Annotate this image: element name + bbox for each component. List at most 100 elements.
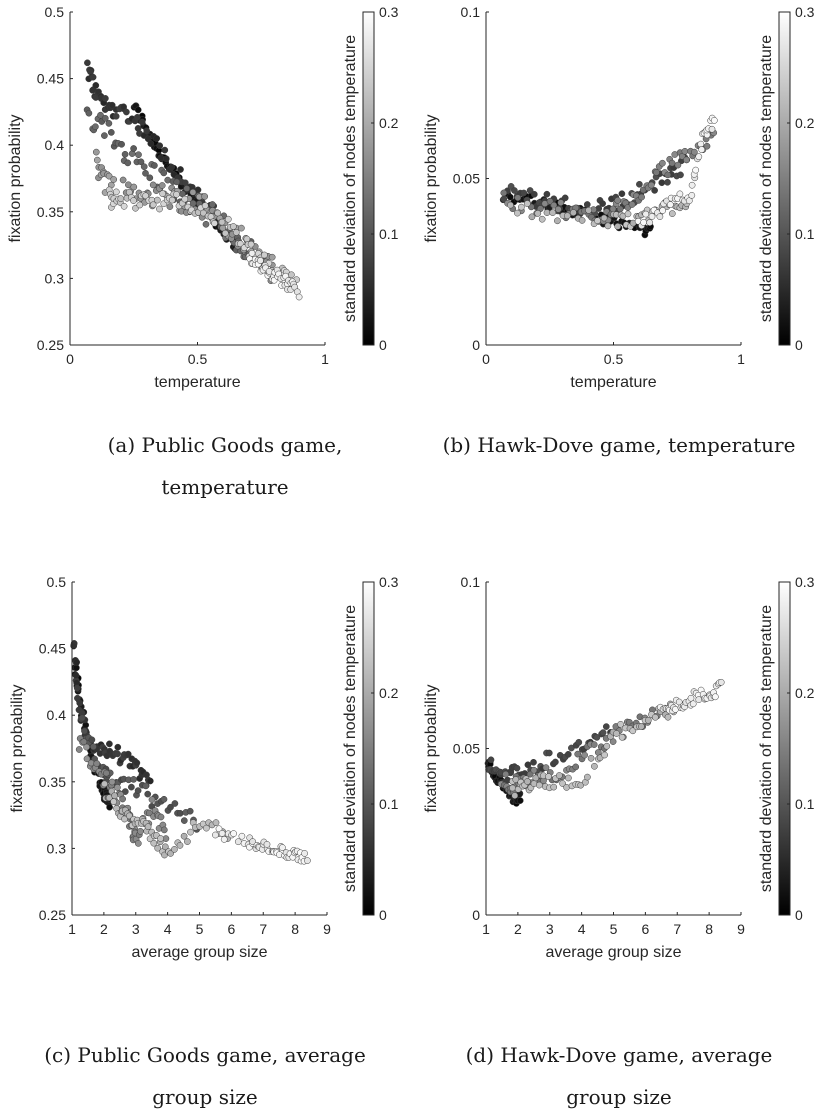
data-point: [676, 190, 684, 198]
data-point: [90, 743, 97, 751]
data-point: [159, 190, 166, 197]
data-point: [146, 174, 154, 182]
data-point: [564, 750, 572, 758]
data-point: [640, 219, 647, 226]
data-point: [261, 251, 268, 259]
data-point: [212, 831, 219, 839]
x-axis-label: temperature: [154, 374, 240, 391]
colorbar-tick-label: 0: [795, 337, 803, 353]
data-point: [107, 129, 115, 136]
x-tick-label: 9: [737, 921, 745, 937]
data-point: [147, 140, 155, 147]
data-point: [214, 209, 222, 217]
data-point: [564, 212, 571, 220]
data-point: [146, 777, 154, 785]
data-points-a: [83, 59, 303, 301]
data-point: [279, 844, 286, 851]
colorbar-tick-label: 0.1: [379, 796, 399, 812]
x-tick-label: 4: [164, 921, 172, 937]
data-point: [238, 224, 245, 232]
data-point: [583, 201, 591, 208]
data-point: [111, 792, 118, 800]
x-tick-label: 1: [737, 351, 745, 367]
data-point: [160, 169, 168, 177]
data-points-d: [484, 678, 725, 807]
x-tick-label: 6: [227, 921, 235, 937]
data-point: [143, 127, 151, 135]
data-point: [524, 778, 531, 785]
data-point: [659, 207, 667, 214]
x-tick-label: 1: [68, 921, 76, 937]
caption-d-line1: (d) Hawk-Dove game, average: [465, 1043, 773, 1067]
data-point: [288, 271, 295, 279]
data-point: [513, 764, 521, 772]
data-point: [656, 213, 664, 220]
data-point: [124, 159, 132, 167]
caption-c-line1: (c) Public Goods game, average: [44, 1043, 366, 1067]
colorbar: [362, 581, 375, 916]
x-tick-label: 5: [196, 921, 204, 937]
data-point: [154, 196, 161, 204]
data-point: [177, 166, 184, 173]
data-point: [555, 772, 563, 779]
data-point: [687, 694, 695, 702]
x-tick-label: 3: [132, 921, 140, 937]
colorbar-tick-label: 0.3: [795, 574, 815, 590]
data-point: [604, 222, 612, 230]
data-point: [301, 850, 308, 857]
data-point: [511, 792, 519, 799]
y-tick-label: 0: [472, 337, 480, 353]
data-point: [114, 743, 122, 751]
data-point: [136, 201, 144, 209]
data-point: [511, 187, 518, 194]
data-point: [144, 823, 152, 831]
data-point: [166, 203, 174, 210]
data-point: [618, 733, 626, 741]
data-point: [603, 742, 611, 750]
data-point: [535, 781, 543, 789]
data-point: [102, 95, 109, 102]
data-point: [703, 142, 711, 150]
data-point: [695, 696, 703, 703]
data-point: [76, 699, 84, 707]
data-point: [85, 109, 93, 117]
data-point: [561, 194, 569, 202]
data-point: [110, 176, 118, 183]
data-point: [105, 172, 113, 180]
colorbar-tick-label: 0.2: [379, 685, 399, 701]
data-point: [218, 218, 226, 226]
data-point: [80, 738, 88, 746]
colorbar-tick-label: 0.3: [379, 4, 399, 20]
data-point: [78, 714, 86, 722]
data-point: [134, 106, 142, 114]
data-point: [92, 148, 100, 156]
colorbar-label: standard deviation of nodes temperature: [342, 35, 359, 322]
data-point: [601, 751, 608, 759]
data-point: [697, 140, 705, 148]
caption-b: (b) Hawk-Dove game, temperature: [409, 435, 829, 455]
x-tick-label: 8: [291, 921, 299, 937]
data-point: [73, 658, 80, 666]
data-point: [506, 193, 514, 201]
data-point: [683, 156, 690, 164]
data-point: [153, 135, 161, 142]
data-point: [651, 187, 658, 194]
data-point: [161, 146, 169, 154]
colorbar-tick-label: 0.1: [379, 226, 399, 242]
data-point: [75, 746, 83, 753]
data-point: [92, 82, 100, 89]
data-point: [530, 190, 538, 198]
data-point: [234, 838, 242, 846]
y-tick-label: 0.25: [37, 337, 64, 353]
data-point: [186, 807, 194, 815]
data-point: [176, 842, 184, 849]
data-point: [106, 740, 113, 748]
data-point: [124, 750, 132, 758]
data-point: [168, 196, 176, 204]
x-tick-label: 0.5: [604, 351, 624, 367]
data-point: [105, 120, 113, 127]
chart-panel-a: 0 0.5 1 0.25 0.3 0.35 0.4 0.45 0.5 temperature fix…: [0, 0, 419, 516]
data-point: [120, 103, 127, 111]
data-point: [187, 828, 194, 836]
data-point: [528, 213, 536, 221]
